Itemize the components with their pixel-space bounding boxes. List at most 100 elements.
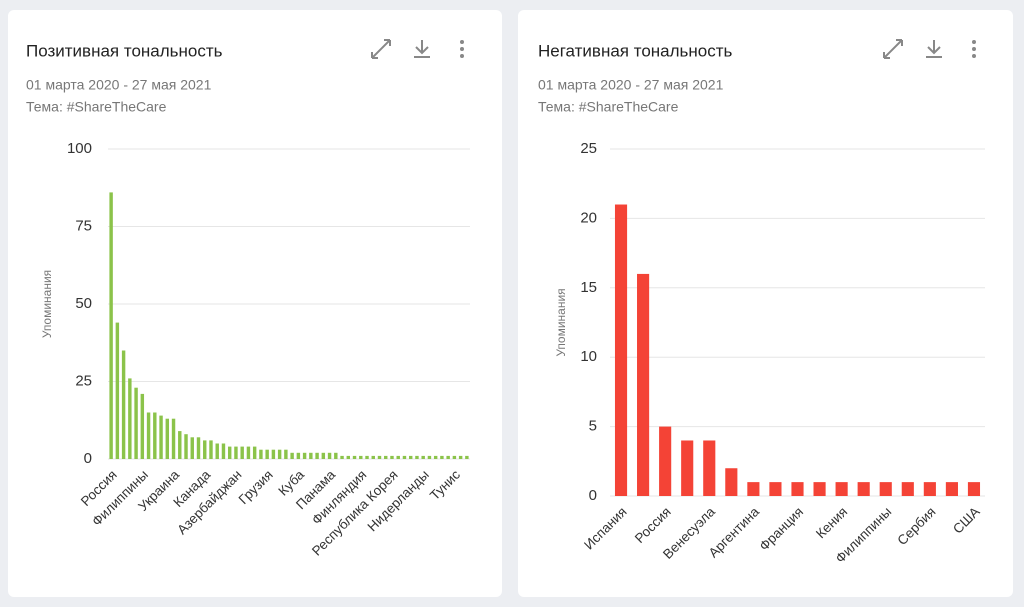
bar [153, 412, 157, 459]
bar [184, 434, 188, 459]
bar [240, 446, 244, 459]
bar [284, 449, 288, 459]
y-tick-label: 10 [580, 348, 597, 365]
bar [945, 482, 958, 496]
bar [440, 455, 444, 459]
bar [159, 415, 163, 459]
bar [427, 455, 432, 459]
y-axis-label: Упоминания [40, 270, 54, 338]
bar [115, 322, 120, 459]
y-tick-label: 25 [580, 140, 597, 157]
bar [259, 449, 263, 459]
bar [747, 482, 760, 496]
bar [813, 482, 826, 496]
y-tick-label: 0 [589, 487, 597, 504]
bar [327, 452, 332, 459]
bar [377, 455, 382, 459]
subtitle: 01 марта 2020 - 27 мая 2021 [26, 77, 212, 93]
bar [396, 455, 400, 459]
bar [215, 443, 219, 459]
bar [352, 455, 357, 459]
bar [365, 455, 369, 459]
bar [901, 482, 914, 496]
expand-icon[interactable] [371, 39, 391, 59]
y-tick-label: 15 [580, 279, 597, 296]
y-tick-label: 0 [84, 450, 92, 467]
y-tick-label: 5 [589, 418, 597, 435]
bar [234, 446, 238, 459]
bar [346, 455, 351, 459]
bar [384, 455, 388, 459]
bar [227, 446, 232, 459]
bar [769, 482, 782, 496]
download-icon[interactable] [414, 40, 430, 58]
bar [452, 455, 457, 459]
bar [703, 440, 716, 496]
bar [302, 452, 307, 459]
bar [146, 412, 151, 459]
bar [637, 273, 650, 496]
bar [923, 482, 936, 496]
menu-icon[interactable] [972, 40, 976, 58]
y-axis-label: Упоминания [554, 288, 568, 356]
bar [277, 449, 282, 459]
bar [296, 452, 301, 459]
bar [315, 452, 319, 459]
download-icon[interactable] [926, 40, 942, 58]
expand-icon[interactable] [883, 39, 903, 59]
bar [879, 482, 892, 496]
bar [246, 446, 251, 459]
bar [433, 455, 438, 459]
bar [857, 482, 870, 496]
bar [408, 455, 413, 459]
bar [458, 455, 463, 459]
bar [190, 437, 194, 459]
menu-icon[interactable] [460, 40, 464, 58]
bar [446, 455, 450, 459]
bar [140, 393, 145, 459]
bar [271, 449, 276, 459]
subtitle: 01 марта 2020 - 27 мая 2021 [538, 77, 724, 93]
chart-title: Позитивная тональность [26, 41, 223, 60]
bar [421, 455, 425, 459]
bar [309, 452, 313, 459]
bar [334, 452, 338, 459]
bar [209, 440, 213, 459]
bar [791, 482, 804, 496]
bar [835, 482, 848, 496]
bar [465, 455, 469, 459]
bar [371, 455, 375, 459]
bar [252, 446, 257, 459]
bar [109, 192, 113, 459]
y-tick-label: 20 [580, 209, 597, 226]
y-tick-label: 100 [67, 140, 92, 157]
bar [359, 455, 363, 459]
bar [415, 455, 419, 459]
bar [659, 426, 672, 496]
subtitle: Тема: #ShareTheCare [538, 99, 679, 115]
bar [171, 418, 176, 459]
bar [967, 482, 981, 496]
bar [221, 443, 226, 459]
bar [290, 452, 294, 459]
bar [128, 378, 132, 459]
bar [340, 455, 344, 459]
subtitle: Тема: #ShareTheCare [26, 99, 167, 115]
bar [121, 350, 126, 459]
bar [614, 204, 628, 496]
bar [165, 418, 170, 459]
bar [390, 455, 394, 459]
bar [178, 431, 182, 459]
y-tick-label: 25 [75, 372, 92, 389]
y-tick-label: 75 [75, 217, 92, 234]
bar [196, 437, 201, 459]
chart-title: Негативная тональность [538, 41, 733, 60]
bar [725, 468, 738, 496]
bar [681, 440, 694, 496]
y-tick-label: 50 [75, 295, 92, 312]
bar [134, 387, 138, 459]
bar [402, 455, 407, 459]
bar [265, 449, 269, 459]
bar [203, 440, 207, 459]
